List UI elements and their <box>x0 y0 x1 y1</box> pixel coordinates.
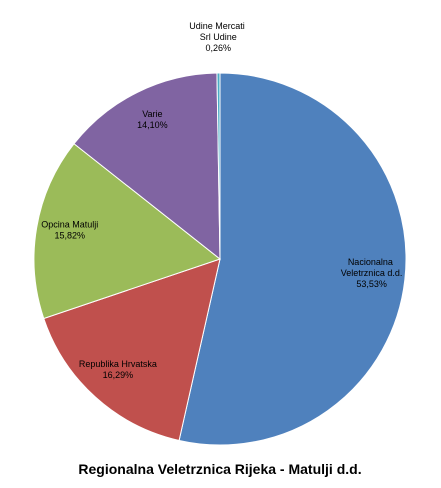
chart-title: Regionalna Veletrznica Rijeka - Matulji … <box>78 461 361 477</box>
pie-slice <box>73 72 221 261</box>
pie-slice <box>216 72 221 260</box>
slice-label: Varie <box>142 109 162 119</box>
slice-label: Republika Hrvatska <box>79 359 157 369</box>
value-label: 0,26% <box>206 43 232 53</box>
slice-label: Udine Mercati Srl Udine <box>189 21 247 42</box>
slice-label: Nacionalna Veletrznica d.d. <box>341 257 403 278</box>
label-line: Nacionalna <box>348 257 396 267</box>
pie-slice <box>43 258 221 442</box>
label-line: Udine Mercati <box>189 21 247 31</box>
slice-label: Opcina Matulji <box>41 219 98 229</box>
value-label: 53,53% <box>356 279 387 289</box>
value-label: 15,82% <box>54 230 85 240</box>
pie-slice <box>178 72 407 446</box>
label-line: Srl Udine <box>200 32 237 42</box>
value-label: 16,29% <box>103 370 134 380</box>
value-label: 14,10% <box>137 120 168 130</box>
label-line: Veletrznica d.d. <box>341 268 403 278</box>
pie-slice <box>33 143 222 320</box>
